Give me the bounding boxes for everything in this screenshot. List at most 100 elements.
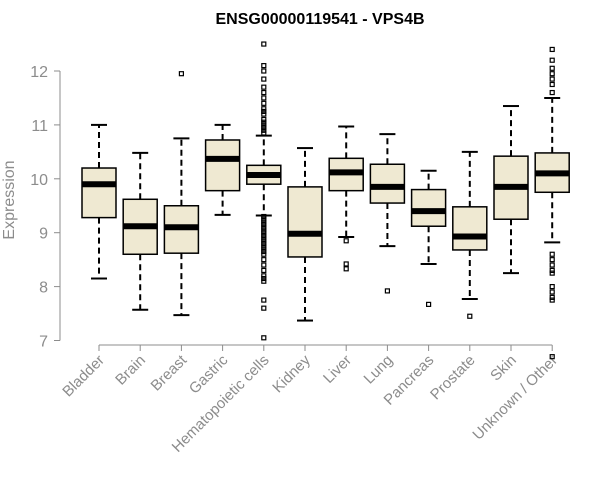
x-tick-label: Lung — [361, 352, 397, 388]
outlier-point — [261, 257, 267, 263]
box-group — [534, 46, 570, 360]
outlier-point — [261, 243, 267, 249]
outlier-point — [261, 248, 267, 255]
outlier-point — [549, 289, 555, 295]
outlier-point — [549, 46, 555, 53]
chart-title: ENSG00000119541 - VPS4B — [215, 11, 424, 28]
outlier-point — [261, 108, 267, 115]
y-tick-label: 10 — [30, 172, 48, 189]
box-group — [163, 71, 200, 317]
outlier-point — [343, 266, 349, 272]
outlier-point — [549, 89, 555, 96]
outlier-point — [261, 95, 267, 101]
outlier-point — [261, 275, 267, 282]
outlier-point — [549, 57, 555, 63]
box-group — [122, 151, 158, 311]
outlier-point — [261, 278, 267, 284]
x-tick-label: Bladder — [59, 352, 108, 401]
outlier-point — [384, 288, 390, 294]
outlier-point — [261, 222, 267, 228]
outlier-point — [261, 127, 267, 133]
outlier-point — [549, 284, 555, 290]
outlier-point — [549, 71, 555, 77]
outlier-point — [261, 297, 267, 303]
outlier-point — [549, 294, 555, 300]
outlier-point — [261, 41, 267, 47]
box-group — [328, 125, 364, 272]
outlier-point — [261, 235, 267, 241]
box-group — [204, 123, 241, 216]
y-tick-label: 11 — [31, 118, 48, 135]
iqr-box — [452, 206, 488, 251]
iqr-box — [287, 186, 323, 258]
outlier-point — [261, 227, 267, 233]
outlier-point — [549, 270, 555, 276]
outlier-point — [549, 65, 555, 71]
outlier-point — [261, 251, 267, 257]
outlier-point — [261, 230, 267, 236]
outlier-point — [261, 335, 267, 341]
box-group — [493, 105, 529, 275]
outlier-point — [261, 273, 267, 279]
outlier-point — [261, 232, 267, 238]
outlier-point — [549, 257, 555, 263]
outlier-point — [261, 84, 267, 90]
outlier-point — [261, 224, 267, 230]
outlier-point — [261, 240, 267, 247]
outlier-point — [261, 219, 267, 225]
outlier-point — [549, 267, 555, 274]
iqr-box — [204, 139, 241, 192]
outlier-point — [261, 262, 267, 268]
outlier-point — [426, 301, 432, 307]
outlier-point — [261, 100, 267, 106]
outlier-point — [549, 262, 555, 268]
outlier-point — [261, 111, 267, 117]
x-tick-label: Skin — [487, 352, 520, 385]
outlier-point — [549, 76, 555, 82]
x-tick-label: Breast — [148, 351, 191, 394]
box-group — [452, 150, 488, 319]
box-group — [246, 41, 282, 341]
iqr-box — [369, 163, 406, 204]
outlier-point — [261, 213, 267, 220]
outlier-point — [261, 89, 267, 96]
x-tick-label: Prostate — [427, 352, 479, 404]
box-group — [369, 133, 406, 294]
outlier-point — [261, 68, 267, 74]
outlier-point — [261, 238, 267, 244]
y-tick-label: 9 — [39, 226, 48, 243]
outlier-point — [261, 130, 267, 136]
outlier-point — [261, 124, 267, 131]
y-axis: 7 8 9 10 11 12 — [30, 64, 61, 351]
outlier-point — [467, 313, 473, 319]
outlier-point — [261, 216, 267, 222]
outlier-point — [261, 267, 267, 274]
outlier-point — [343, 261, 349, 267]
outlier-point — [261, 106, 267, 112]
box-group — [287, 147, 323, 322]
outlier-point — [261, 116, 267, 123]
outlier-point — [549, 251, 555, 257]
outlier-point — [261, 63, 267, 69]
outlier-point — [343, 238, 349, 244]
outlier-point — [261, 122, 267, 128]
box-group — [410, 169, 447, 307]
outlier-point — [261, 76, 267, 82]
iqr-box — [410, 188, 447, 227]
x-tick-label: Kidney — [269, 351, 314, 396]
y-axis-label: Expression — [1, 160, 18, 239]
y-tick-label: 8 — [39, 280, 48, 297]
outlier-point — [549, 81, 555, 88]
box-group — [81, 123, 117, 280]
x-tick-label: Brain — [112, 352, 149, 389]
outlier-point — [178, 71, 184, 77]
plot-area — [81, 41, 570, 360]
iqr-box — [81, 167, 117, 219]
x-tick-label: Liver — [320, 352, 355, 387]
outlier-point — [261, 246, 267, 252]
outlier-point — [549, 297, 555, 303]
outlier-point — [261, 119, 267, 125]
outlier-point — [549, 354, 555, 360]
